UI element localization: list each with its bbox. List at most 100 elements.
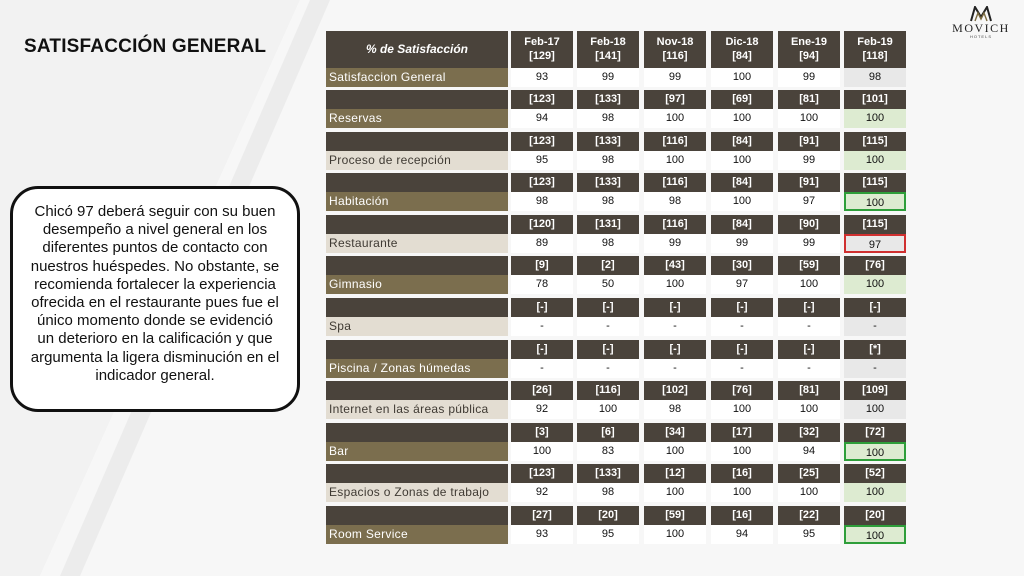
sample-size-cell: [6] xyxy=(577,422,639,442)
period-sample-size: [141] xyxy=(595,50,621,62)
sample-size-cell: [-] xyxy=(644,339,706,359)
row-header-bar xyxy=(326,381,508,401)
sample-size-cell: [97] xyxy=(644,90,706,109)
value-cell: 92 xyxy=(511,400,573,420)
value-cell: - xyxy=(511,358,573,378)
value-cell: 100 xyxy=(778,109,840,128)
value-cell: 97 xyxy=(778,192,840,212)
table-row-group: [123] [133] [12] [16] [25] [52] Espacios o Zon… xyxy=(326,464,906,503)
period-sample-size: [94] xyxy=(799,50,819,62)
row-header-bar xyxy=(326,214,508,234)
logo-subtitle: HOTELS xyxy=(969,34,992,39)
row-label: Espacios o Zonas de trabajo xyxy=(326,483,508,503)
value-cell: 98 xyxy=(644,192,706,212)
period-header: Feb-18 [141] xyxy=(577,31,639,68)
sample-size-cell: [2] xyxy=(577,256,639,276)
value-cell: 100 xyxy=(577,400,639,420)
row-label: Bar xyxy=(326,441,508,461)
value-cell: 100 xyxy=(778,400,840,420)
table-row: Satisfaccion General 93 99 99 100 99 98 xyxy=(326,68,906,87)
sample-size-cell: [20] xyxy=(844,506,906,525)
sample-size-cell: [-] xyxy=(511,339,573,359)
value-cell: - xyxy=(711,358,773,378)
period-label: Feb-19 xyxy=(857,36,893,48)
row-header-bar xyxy=(326,506,508,525)
sample-size-cell: [133] xyxy=(577,464,639,484)
value-cell: 99 xyxy=(778,68,840,87)
sample-size-cell: [-] xyxy=(844,298,906,317)
value-cell: 98 xyxy=(644,400,706,420)
row-label: Proceso de recepción xyxy=(326,150,508,170)
row-header-bar xyxy=(326,339,508,359)
value-cell: 93 xyxy=(511,68,573,87)
row-header-bar xyxy=(326,131,508,151)
value-cell: 100 xyxy=(711,68,773,87)
value-cell: 99 xyxy=(644,68,706,87)
value-cell: 98 xyxy=(577,233,639,253)
period-header: Ene-19 [94] xyxy=(778,31,840,68)
brand-logo: MOVICH HOTELS xyxy=(944,6,1018,48)
sample-size-cell: [26] xyxy=(511,381,573,401)
period-header: Dic-18 [84] xyxy=(711,31,773,68)
value-cell: 50 xyxy=(577,275,639,295)
sample-size-cell: [123] xyxy=(511,173,573,193)
sample-size-cell: [133] xyxy=(577,173,639,193)
period-label: Feb-18 xyxy=(590,36,626,48)
value-cell: 98 xyxy=(577,150,639,170)
table-row-group: [26] [116] [102] [76] [81] [109] Internet en l… xyxy=(326,381,906,420)
value-cell: - xyxy=(711,317,773,336)
row-header-bar xyxy=(326,90,508,109)
sample-size-cell: [116] xyxy=(644,173,706,193)
page-title: SATISFACCIÓN GENERAL xyxy=(24,36,267,57)
logo-mark-icon xyxy=(970,6,992,22)
value-cell: 99 xyxy=(711,233,773,253)
value-cell: 98 xyxy=(844,68,906,87)
row-label: Restaurante xyxy=(326,233,508,253)
value-cell: 83 xyxy=(577,441,639,461)
row-header-bar xyxy=(326,298,508,317)
sample-size-cell: [116] xyxy=(577,381,639,401)
row-label: Reservas xyxy=(326,109,508,128)
sample-size-cell: [25] xyxy=(778,464,840,484)
table-row-group: [3] [6] [34] [17] [32] [72] Bar 100 83 100 100 94 10… xyxy=(326,422,906,461)
period-label: Feb-17 xyxy=(524,36,560,48)
sample-size-cell: [-] xyxy=(577,298,639,317)
sample-size-cell: [123] xyxy=(511,464,573,484)
period-sample-size: [118] xyxy=(862,50,888,62)
table-row-group: [123] [133] [97] [69] [81] [101] Reservas 94 98 1… xyxy=(326,90,906,128)
row-label: Room Service xyxy=(326,525,508,544)
period-label: Dic-18 xyxy=(725,36,759,48)
sample-size-cell: [43] xyxy=(644,256,706,276)
value-cell: 100 xyxy=(778,275,840,295)
sample-size-cell: [133] xyxy=(577,131,639,151)
value-cell: 100 xyxy=(644,441,706,461)
sample-size-cell: [-] xyxy=(778,339,840,359)
sample-size-cell: [69] xyxy=(711,90,773,109)
value-cell: 89 xyxy=(511,233,573,253)
table-row-group: [-] [-] [-] [-] [-] [-] Spa - - - - - - xyxy=(326,298,906,336)
sample-size-cell: [27] xyxy=(511,506,573,525)
sample-size-cell: [12] xyxy=(644,464,706,484)
value-cell: - xyxy=(778,317,840,336)
sample-size-cell: [115] xyxy=(844,173,906,193)
table-row-group: [-] [-] [-] [-] [-] [*] Piscina / Zonas húmeda… xyxy=(326,339,906,378)
value-cell: 94 xyxy=(511,109,573,128)
value-cell: - xyxy=(577,317,639,336)
value-cell: 99 xyxy=(778,150,840,170)
value-cell: 100 xyxy=(844,109,906,128)
value-cell: 100 xyxy=(844,525,906,544)
value-cell: 100 xyxy=(644,483,706,503)
sample-size-cell: [59] xyxy=(778,256,840,276)
value-cell: 95 xyxy=(577,525,639,544)
value-cell: 100 xyxy=(711,192,773,212)
value-cell: 100 xyxy=(644,109,706,128)
sample-size-cell: [123] xyxy=(511,90,573,109)
period-label: Ene-19 xyxy=(790,36,828,48)
sample-size-cell: [81] xyxy=(778,90,840,109)
value-cell: - xyxy=(644,317,706,336)
sample-size-cell: [20] xyxy=(577,506,639,525)
row-header-bar xyxy=(326,422,508,442)
sample-size-cell: [-] xyxy=(711,298,773,317)
sample-size-cell: [3] xyxy=(511,422,573,442)
sample-size-cell: [101] xyxy=(844,90,906,109)
